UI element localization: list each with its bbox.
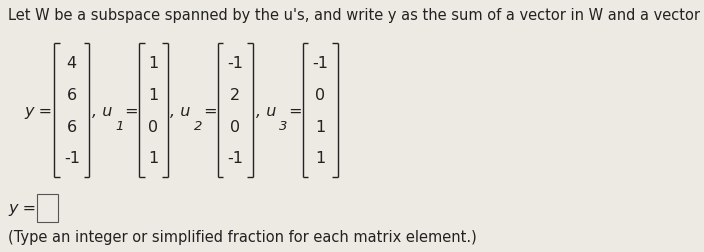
Text: 2: 2 (230, 88, 240, 103)
Bar (37, 194, 58, 222)
Text: (Type an integer or simplified fraction for each matrix element.): (Type an integer or simplified fraction … (8, 230, 477, 244)
Text: -1: -1 (313, 56, 328, 71)
Text: =: = (120, 103, 139, 118)
Text: y =: y = (25, 103, 53, 118)
Text: =: = (199, 103, 217, 118)
Text: -1: -1 (227, 56, 243, 71)
Text: , u: , u (92, 103, 113, 118)
Text: 1: 1 (115, 119, 124, 133)
Text: =: = (284, 103, 302, 118)
Text: 0: 0 (149, 119, 158, 134)
Text: y =: y = (8, 200, 37, 215)
Text: Let W be a subspace spanned by the u's, and write y as the sum of a vector in W : Let W be a subspace spanned by the u's, … (8, 8, 704, 22)
Text: 1: 1 (149, 88, 158, 103)
Text: 6: 6 (67, 88, 77, 103)
Text: 3: 3 (279, 119, 287, 133)
Text: , u: , u (256, 103, 276, 118)
Text: 1: 1 (315, 119, 325, 134)
Text: 1: 1 (149, 56, 158, 71)
Text: 6: 6 (67, 119, 77, 134)
Text: 1: 1 (315, 151, 325, 166)
Text: , u: , u (170, 103, 191, 118)
Text: -1: -1 (64, 151, 80, 166)
Text: 0: 0 (230, 119, 240, 134)
Text: 1: 1 (149, 151, 158, 166)
Text: 2: 2 (194, 119, 202, 133)
Text: 4: 4 (67, 56, 77, 71)
Text: -1: -1 (227, 151, 243, 166)
Text: 0: 0 (315, 88, 325, 103)
